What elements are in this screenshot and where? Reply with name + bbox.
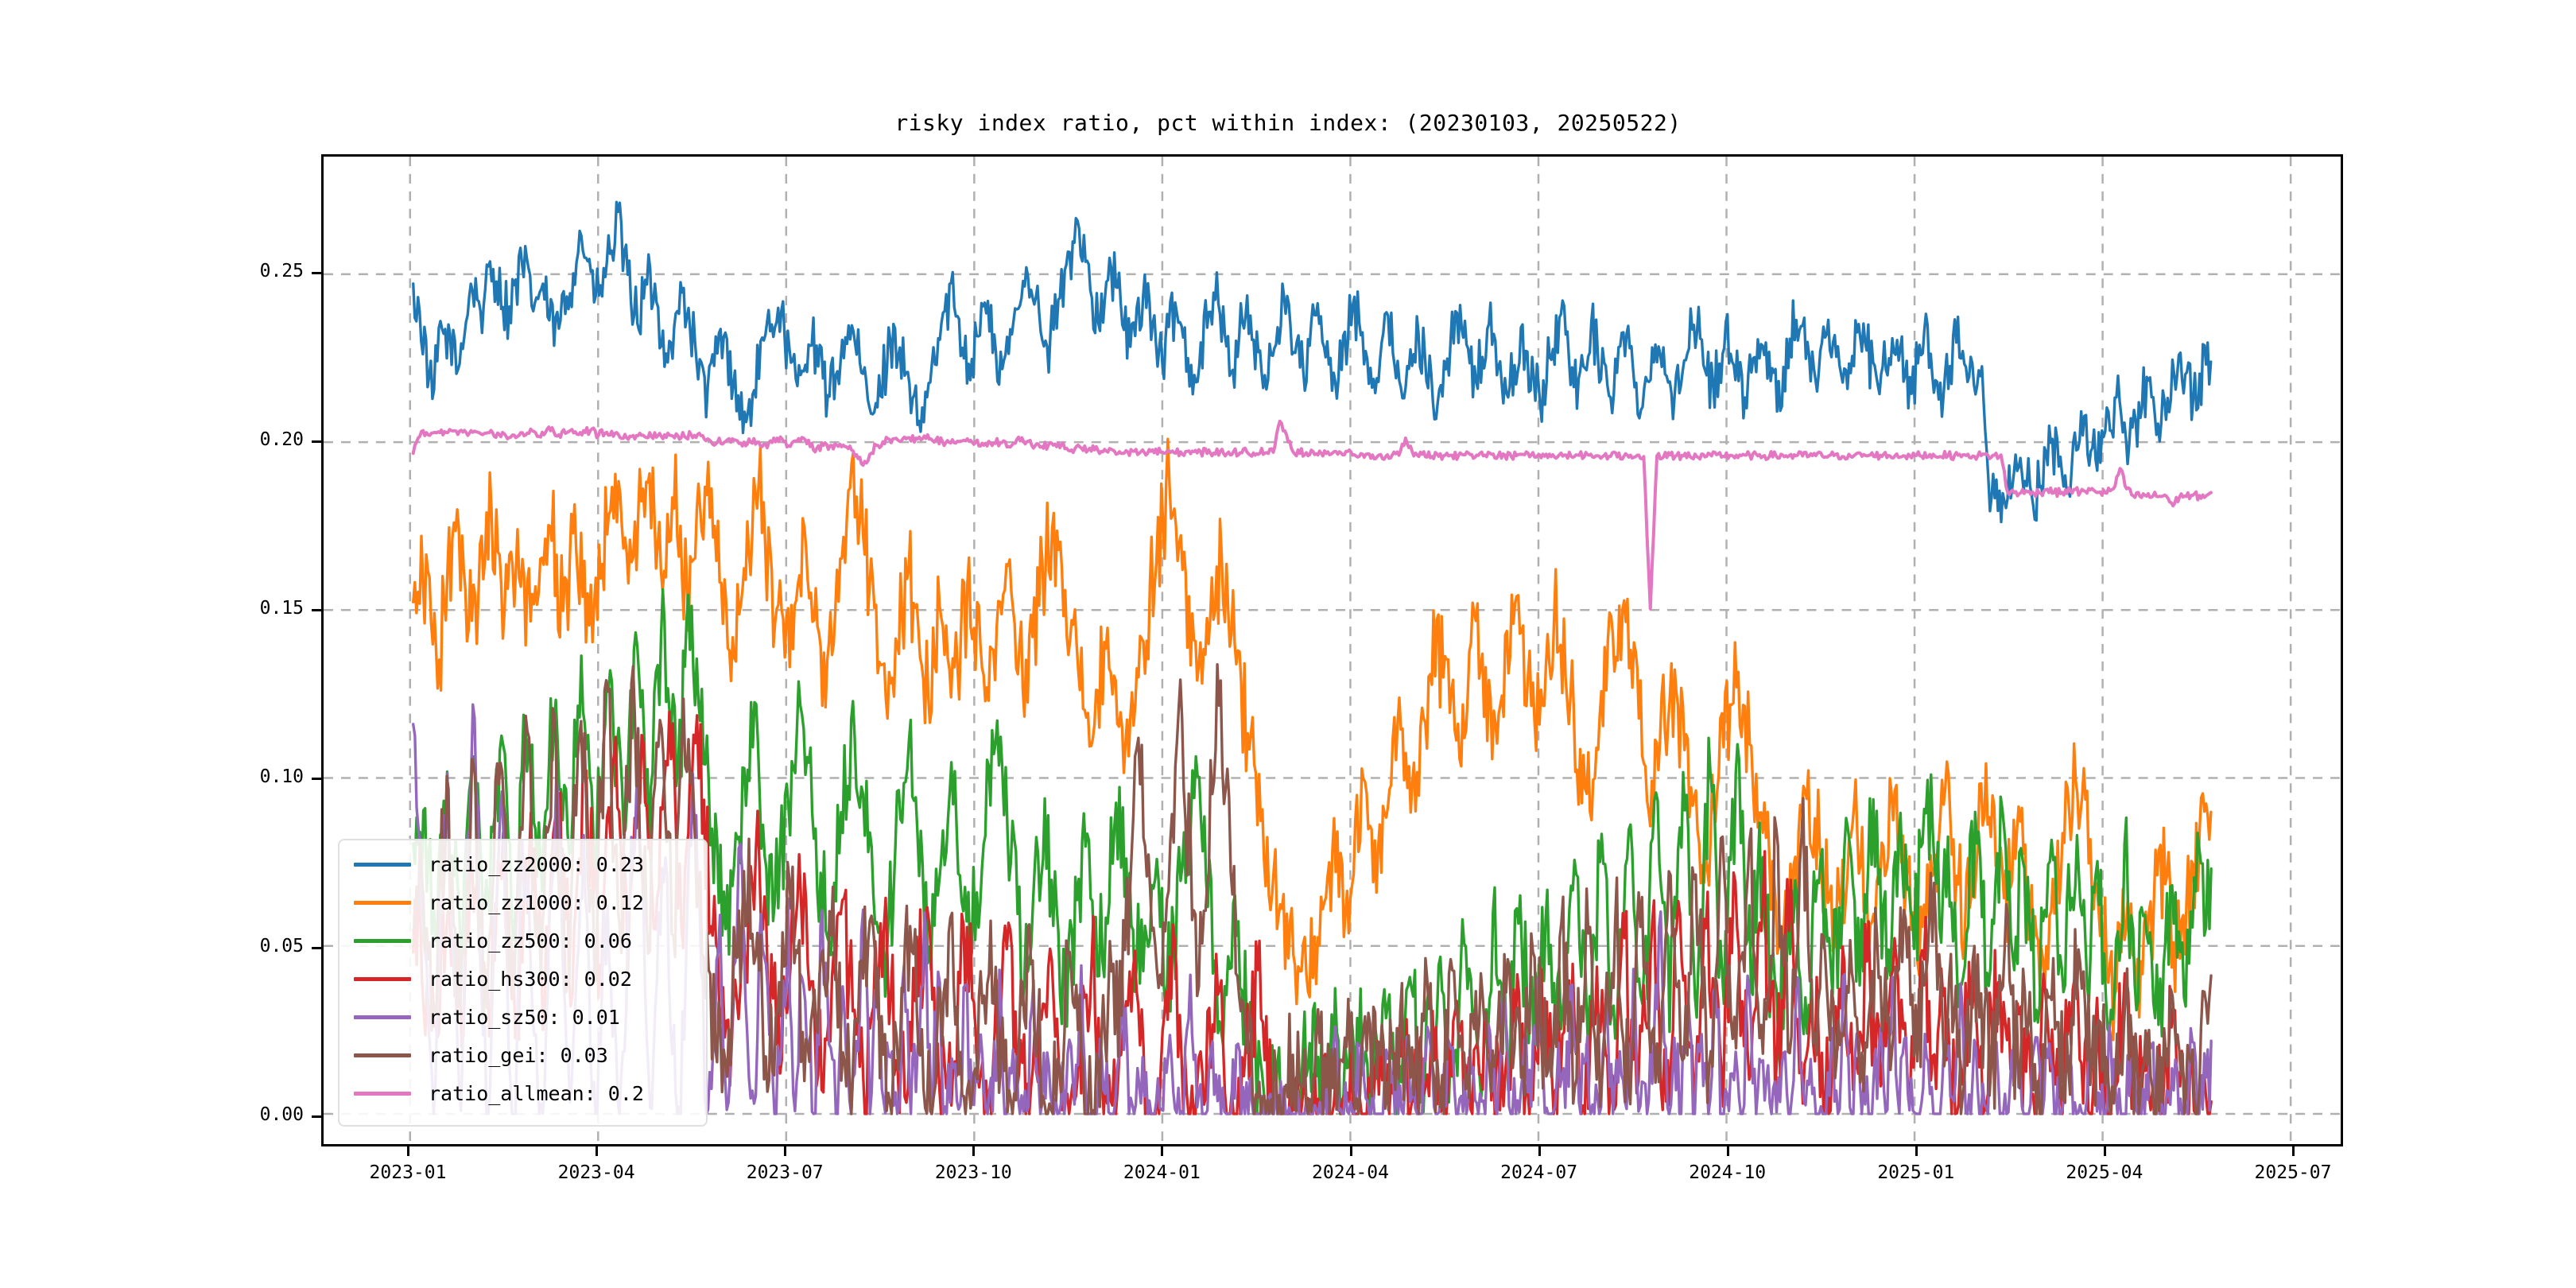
y-tick-mark xyxy=(312,271,321,274)
series-line-ratio_zz1000 xyxy=(412,437,2213,1042)
legend-color-swatch xyxy=(354,938,411,943)
legend-color-swatch xyxy=(354,1091,411,1096)
legend-label: ratio_hs300: 0.02 xyxy=(429,967,632,991)
x-tick-label: 2025-04 xyxy=(2066,1162,2143,1183)
legend-color-swatch xyxy=(354,900,411,905)
x-tick-label: 2024-01 xyxy=(1123,1162,1201,1183)
x-tick-mark xyxy=(1915,1146,1918,1156)
x-tick-label: 2024-07 xyxy=(1500,1162,1578,1183)
y-tick-label: 0.15 xyxy=(259,598,304,619)
x-tick-label: 2025-07 xyxy=(2254,1162,2332,1183)
x-tick-label: 2024-10 xyxy=(1689,1162,1767,1183)
x-tick-label: 2025-01 xyxy=(1877,1162,1955,1183)
x-tick-mark xyxy=(1161,1146,1164,1156)
x-tick-label: 2023-07 xyxy=(746,1162,824,1183)
legend-label: ratio_gei: 0.03 xyxy=(429,1043,608,1067)
legend-label: ratio_allmean: 0.2 xyxy=(429,1081,644,1105)
x-tick-label: 2023-04 xyxy=(557,1162,635,1183)
y-tick-mark xyxy=(312,946,321,949)
legend-label: ratio_zz1000: 0.12 xyxy=(429,890,644,914)
y-tick-label: 0.05 xyxy=(259,935,304,956)
legend-label: ratio_zz500: 0.06 xyxy=(429,929,632,952)
y-tick-label: 0.20 xyxy=(259,429,304,450)
legend-color-swatch xyxy=(354,976,411,981)
legend-item[interactable]: ratio_sz50: 0.01 xyxy=(339,998,706,1036)
legend-item[interactable]: ratio_gei: 0.03 xyxy=(339,1036,706,1074)
x-tick-mark xyxy=(2292,1146,2295,1156)
x-tick-mark xyxy=(972,1146,976,1156)
x-tick-mark xyxy=(1726,1146,1729,1156)
legend-item[interactable]: ratio_zz2000: 0.23 xyxy=(339,845,706,883)
series-line-ratio_zz500 xyxy=(412,588,2213,1115)
x-tick-mark xyxy=(596,1146,599,1156)
y-tick-mark xyxy=(312,778,321,781)
y-tick-label: 0.10 xyxy=(259,766,304,788)
series-line-ratio_zz2000 xyxy=(412,200,2213,524)
legend-color-swatch xyxy=(354,1053,411,1057)
x-tick-mark xyxy=(784,1146,787,1156)
x-tick-mark xyxy=(1538,1146,1541,1156)
x-tick-mark xyxy=(2103,1146,2106,1156)
y-tick-mark xyxy=(312,1115,321,1118)
legend-label: ratio_zz2000: 0.23 xyxy=(429,852,644,876)
data-layer xyxy=(411,200,2213,1115)
legend-item[interactable]: ratio_allmean: 0.2 xyxy=(339,1074,706,1112)
legend-item[interactable]: ratio_hs300: 0.02 xyxy=(339,960,706,998)
legend-item[interactable]: ratio_zz1000: 0.12 xyxy=(339,883,706,921)
page-title: risky index ratio, pct within index: (20… xyxy=(894,110,1682,136)
x-tick-label: 2023-10 xyxy=(934,1162,1012,1183)
x-tick-mark xyxy=(1349,1146,1352,1156)
legend-item[interactable]: ratio_zz500: 0.06 xyxy=(339,921,706,960)
series-line-ratio_gei xyxy=(412,663,2213,1115)
x-tick-label: 2023-01 xyxy=(369,1162,447,1183)
y-tick-label: 0.00 xyxy=(259,1104,304,1125)
chart-legend: ratio_zz2000: 0.23 ratio_zz1000: 0.12 rati… xyxy=(338,839,708,1127)
legend-label: ratio_sz50: 0.01 xyxy=(429,1005,620,1029)
y-tick-label: 0.25 xyxy=(259,260,304,281)
y-tick-mark xyxy=(312,440,321,443)
series-line-ratio_allmean xyxy=(411,419,2213,611)
x-tick-mark xyxy=(407,1146,409,1156)
x-tick-label: 2024-04 xyxy=(1312,1162,1389,1183)
legend-color-swatch xyxy=(354,862,411,867)
legend-color-swatch xyxy=(354,1014,411,1019)
y-tick-mark xyxy=(312,609,321,612)
